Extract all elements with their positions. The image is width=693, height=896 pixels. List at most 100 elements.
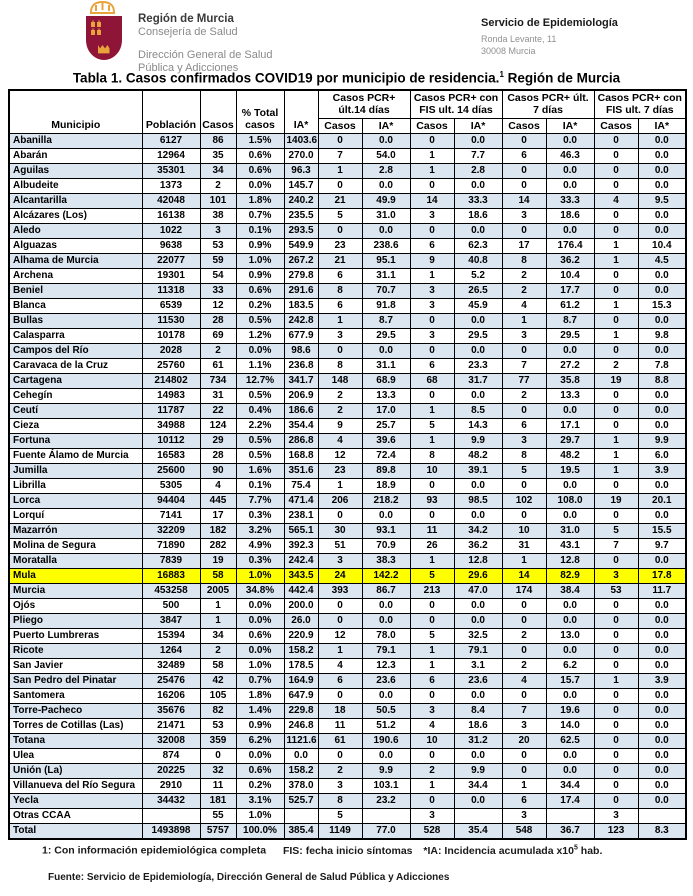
value-cell: 8.4 <box>453 703 503 720</box>
value-cell: 549.9 <box>283 238 319 255</box>
value-cell: 1.1% <box>235 358 285 375</box>
value-cell: 0.7% <box>235 208 285 225</box>
col-header-municipio: Municipio <box>8 88 143 135</box>
value-cell: 0 <box>409 223 455 240</box>
value-cell: 3 <box>409 328 455 345</box>
municipality-cell: Beniel <box>8 283 143 300</box>
table-row: Alcantarilla 42048 101 1.8% 240.2 21 49.9 14 33.… <box>8 193 687 210</box>
table-row: Villanueva del Río Segura 2910 11 0.2% 378.0… <box>8 778 687 795</box>
value-cell: 0.0 <box>545 613 595 630</box>
table-row: Ulea 874 0 0.0% 0.0 0 0.0 0 0.0 0 0.0 0 0.0 <box>8 748 687 765</box>
value-cell: 3 <box>409 808 455 825</box>
municipality-cell: Cieza <box>8 418 143 435</box>
value-cell: 0.0 <box>545 508 595 525</box>
value-cell: 1 <box>593 448 639 465</box>
value-cell: 0 <box>409 313 455 330</box>
value-cell: 1 <box>317 313 363 330</box>
col-header-pct-total: % Total casos <box>235 88 285 135</box>
value-cell: 58 <box>199 658 237 675</box>
value-cell: 0.0 <box>637 688 687 705</box>
value-cell: 18.9 <box>361 478 411 495</box>
value-cell: 0 <box>593 283 639 300</box>
table-row: Fuente Álamo de Murcia 16583 28 0.5% 168.8 12… <box>8 448 687 465</box>
value-cell: 15.3 <box>637 298 687 315</box>
value-cell: 1 <box>593 253 639 270</box>
value-cell: 31.1 <box>361 358 411 375</box>
table-row: Calasparra 10178 69 1.2% 677.9 3 29.5 3 29.5 3 29.… <box>8 328 687 345</box>
value-cell: 8 <box>501 253 547 270</box>
title-text: Tabla 1. Casos confirmados COVID19 por m… <box>72 70 500 86</box>
col-header-ia: IA* <box>283 88 319 135</box>
value-cell: 148 <box>317 373 363 390</box>
value-cell: 0.0 <box>545 748 595 765</box>
municipality-cell: Villanueva del Río Segura <box>8 778 143 795</box>
value-cell: 5 <box>317 808 363 825</box>
value-cell: 0 <box>409 613 455 630</box>
value-cell: 0 <box>501 598 547 615</box>
table-row: Pliego 3847 1 0.0% 26.0 0 0.0 0 0.0 0 0.0 0 0.0 <box>8 613 687 630</box>
value-cell: 19 <box>593 373 639 390</box>
value-cell: 34.8% <box>235 583 285 600</box>
value-cell: 50.5 <box>361 703 411 720</box>
value-cell: 0.5% <box>235 433 285 450</box>
value-cell: 3.9 <box>637 673 687 690</box>
value-cell: 102 <box>501 493 547 510</box>
value-cell: 0.3% <box>235 553 285 570</box>
page-header: Región de Murcia Consejería de Salud Dir… <box>0 0 693 74</box>
value-cell: 0.0 <box>637 508 687 525</box>
municipality-cell: Torres de Cotillas (Las) <box>8 718 143 735</box>
value-cell: 17.7 <box>545 283 595 300</box>
value-cell: 0.0 <box>545 598 595 615</box>
municipality-cell: Ricote <box>8 643 143 660</box>
value-cell: 0.5% <box>235 388 285 405</box>
value-cell: 0 <box>409 688 455 705</box>
sub-header-ia: IA* <box>453 117 503 135</box>
value-cell: 0 <box>593 703 639 720</box>
value-cell: 3 <box>317 778 363 795</box>
value-cell: 5 <box>501 463 547 480</box>
table-row: Puerto Lumbreras 15394 34 0.6% 220.9 12 78.0 5 3… <box>8 628 687 645</box>
value-cell: 1 <box>409 148 455 165</box>
value-cell: 0.0 <box>637 208 687 225</box>
value-cell: 0 <box>593 478 639 495</box>
document-title: Tabla 1. Casos confirmados COVID19 por m… <box>0 70 693 86</box>
value-cell: 25476 <box>141 673 201 690</box>
value-cell: 238.1 <box>283 508 319 525</box>
value-cell: 26.5 <box>453 283 503 300</box>
value-cell: 0 <box>593 718 639 735</box>
value-cell: 220.9 <box>283 628 319 645</box>
value-cell: 242.8 <box>283 313 319 330</box>
value-cell: 61 <box>317 733 363 750</box>
value-cell: 9.7 <box>637 538 687 555</box>
value-cell: 8.7 <box>545 313 595 330</box>
value-cell: 0.0 <box>637 553 687 570</box>
value-cell <box>141 808 201 825</box>
municipality-cell: Moratalla <box>8 553 143 570</box>
value-cell: 2 <box>409 763 455 780</box>
municipality-cell: Blanca <box>8 298 143 315</box>
table-row: Alcázares (Los) 16138 38 0.7% 235.5 5 31.0 3 18.… <box>8 208 687 225</box>
municipality-cell: Yecla <box>8 793 143 810</box>
value-cell: 75.4 <box>283 478 319 495</box>
table-row: Campos del Río 2028 2 0.0% 98.6 0 0.0 0 0.0 0 0.0 0… <box>8 343 687 360</box>
value-cell: 5 <box>593 523 639 540</box>
value-cell: 2 <box>317 388 363 405</box>
value-cell: 2 <box>317 763 363 780</box>
value-cell <box>361 808 411 825</box>
value-cell: 124 <box>199 418 237 435</box>
value-cell: 16206 <box>141 688 201 705</box>
value-cell: 8.3 <box>637 823 687 840</box>
value-cell: 293.5 <box>283 223 319 240</box>
value-cell: 0 <box>593 178 639 195</box>
value-cell: 0.0 <box>545 478 595 495</box>
value-cell: 279.8 <box>283 268 319 285</box>
value-cell: 176.4 <box>545 238 595 255</box>
value-cell: 0 <box>593 388 639 405</box>
footnote-fis: FIS: fecha inicio síntomas <box>282 844 413 857</box>
value-cell: 32209 <box>141 523 201 540</box>
value-cell: 5 <box>409 568 455 585</box>
value-cell: 6.0 <box>637 448 687 465</box>
value-cell: 31.0 <box>361 208 411 225</box>
value-cell: 359 <box>199 733 237 750</box>
value-cell: 11 <box>409 523 455 540</box>
